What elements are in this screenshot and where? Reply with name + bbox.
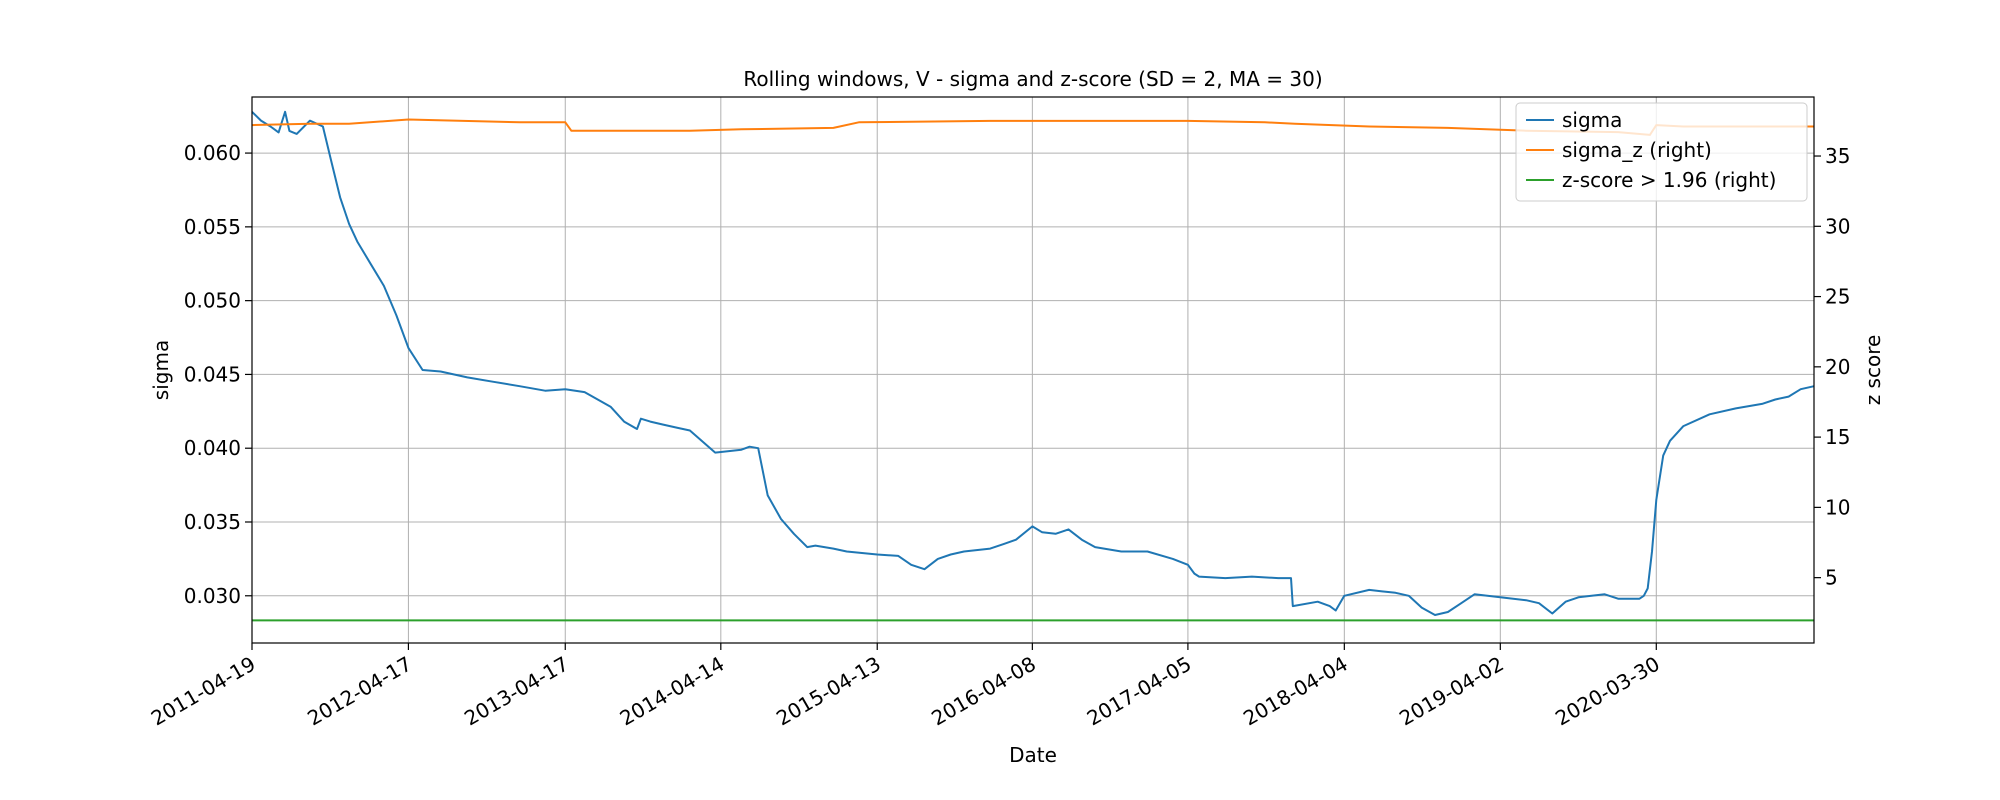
y-axis-label: sigma (149, 340, 173, 400)
series-line-sigma (251, 110, 1815, 616)
y-tick-label: 0.045 (184, 362, 241, 386)
y2-tick-label: 15 (1825, 425, 1850, 449)
y-tick-label: 0.060 (184, 141, 241, 165)
y-tick-label: 0.035 (184, 510, 241, 534)
legend-label: sigma_z (right) (1562, 138, 1712, 162)
y2-tick-label: 35 (1825, 144, 1850, 168)
legend-box (1515, 102, 1808, 202)
y-tick-label: 0.050 (184, 289, 241, 313)
y2-tick-label: 20 (1825, 355, 1850, 379)
legend-label: sigma (1562, 108, 1622, 132)
chart-title: Rolling windows, V - sigma and z-score (… (743, 67, 1322, 91)
x-axis-label: Date (1009, 743, 1057, 767)
y-tick-label: 0.055 (184, 215, 241, 239)
grid-lines (251, 97, 1814, 643)
plot-frame (251, 96, 1815, 644)
y2-tick-label: 25 (1825, 285, 1850, 309)
y2-tick-label: 10 (1825, 495, 1850, 519)
legend-label: z-score > 1.96 (right) (1562, 168, 1776, 192)
y2-tick-label: 30 (1825, 214, 1850, 238)
legend: sigma sigma_z (right) z-score > 1.96 (righ… (1515, 102, 1808, 202)
y2-tick-label: 5 (1825, 566, 1838, 590)
y-tick-label: 0.030 (184, 584, 241, 608)
left-y-axis: 0.030 0.035 0.040 0.045 0.050 0.055 0.060 (184, 141, 252, 608)
y2-axis-label: z score (1861, 335, 1885, 406)
right-y-axis: 5 10 15 20 25 30 35 (1814, 144, 1850, 590)
y-tick-label: 0.040 (184, 436, 241, 460)
